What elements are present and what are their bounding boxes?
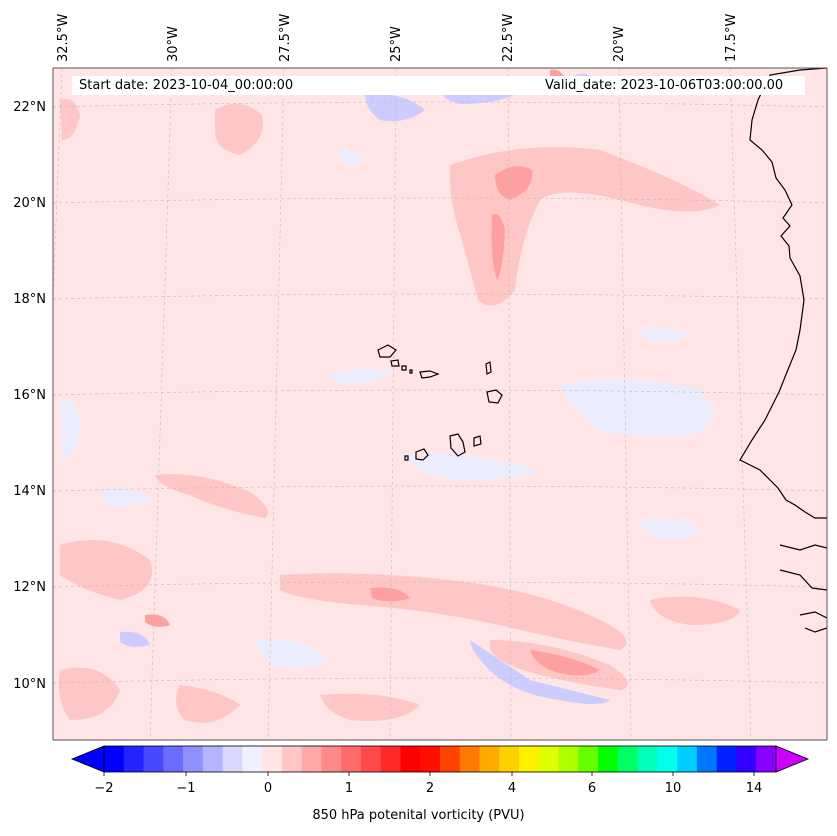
colorbar-tick-label: 0	[264, 781, 272, 796]
colorbar-swatch	[222, 746, 243, 772]
colorbar-swatch	[281, 746, 303, 772]
colorbar-swatch	[163, 746, 184, 772]
colorbar-swatch	[519, 746, 540, 772]
colorbar-swatch	[756, 746, 777, 772]
colorbar-swatch	[321, 746, 342, 772]
colorbar-swatch	[202, 746, 224, 772]
pv-field	[53, 68, 827, 740]
colorbar-tick-label: 2	[426, 781, 434, 796]
colorbar-tick-label: 6	[588, 781, 596, 796]
colorbar-ticks: −2 −1 0 1 2 4 6 10 14	[94, 772, 762, 796]
lon-label: 25°W	[389, 26, 404, 62]
coastline	[739, 68, 827, 633]
lon-label: 27.5°W	[278, 14, 293, 62]
colorbar-swatch	[696, 746, 718, 772]
valid-date-label: Valid_date: 2023-10-06T03:00:00.00	[540, 76, 805, 95]
colorbar-swatch	[538, 746, 560, 772]
colorbar-swatch	[183, 746, 204, 772]
colorbar-swatch	[440, 746, 461, 772]
colorbar	[70, 745, 810, 773]
colorbar-swatch	[677, 746, 698, 772]
colorbar-swatch	[716, 746, 737, 772]
lat-label: 10°N	[13, 677, 46, 692]
lat-label: 20°N	[13, 196, 46, 211]
start-date-label: Start date: 2023-10-04_00:00:00	[72, 76, 549, 95]
lat-label: 14°N	[13, 484, 46, 499]
lon-label: 32.5°W	[56, 14, 71, 62]
graticule-lines	[53, 68, 827, 740]
colorbar-title: 850 hPa potenital vorticity (PVU)	[312, 808, 525, 823]
colorbar-swatch	[736, 746, 757, 772]
map-frame	[52, 67, 828, 741]
colorbar-swatch	[499, 746, 520, 772]
negative-pv-regions	[60, 149, 713, 667]
colorbar-tick-label: −2	[94, 781, 113, 796]
positive-pv-regions	[58, 99, 740, 723]
lat-label: 12°N	[13, 580, 46, 595]
colorbar-swatch	[123, 746, 145, 772]
colorbar-swatch	[479, 746, 500, 772]
colorbar-swatch	[400, 746, 421, 772]
colorbar-tick-label: 10	[665, 781, 682, 796]
colorbar-tick-label: −1	[176, 781, 195, 796]
colorbar-extend-high	[775, 745, 810, 773]
colorbar-swatch	[341, 746, 362, 772]
colorbar-swatch	[637, 746, 658, 772]
cape-verde-islands	[377, 344, 503, 461]
colorbar-tick-label: 4	[508, 781, 516, 796]
map-background	[53, 68, 827, 740]
lat-label: 18°N	[13, 292, 46, 307]
colorbar-swatch	[262, 746, 283, 772]
colorbar-extend-low	[70, 745, 105, 773]
colorbar-swatch	[617, 746, 639, 772]
latitude-labels: 22°N 20°N 18°N 16°N 14°N 12°N 10°N	[13, 100, 46, 692]
colorbar-tick-label: 14	[746, 781, 763, 796]
lat-label: 22°N	[13, 100, 46, 115]
lon-label: 22.5°W	[501, 14, 516, 62]
colorbar-swatch	[657, 746, 678, 772]
colorbar-swatch	[558, 746, 579, 772]
colorbar-swatch	[598, 746, 619, 772]
colorbar-swatch	[578, 746, 599, 772]
lon-label: 30°W	[166, 26, 181, 62]
lat-label: 16°N	[13, 388, 46, 403]
colorbar-swatch	[380, 746, 401, 772]
lon-label: 20°W	[612, 26, 627, 62]
lon-label: 17.5°W	[724, 14, 739, 62]
colorbar-outline	[103, 745, 777, 773]
colorbar-swatch	[459, 746, 481, 772]
colorbar-swatch	[242, 746, 263, 772]
longitude-labels: 32.5°W 30°W 27.5°W 25°W 22.5°W 20°W 17.5…	[56, 14, 739, 62]
colorbar-swatch	[360, 746, 382, 772]
colorbar-swatch	[420, 746, 441, 772]
colorbar-swatch	[104, 746, 125, 772]
colorbar-swatch	[143, 746, 164, 772]
colorbar-tick-label: 1	[345, 781, 353, 796]
colorbar-swatch	[301, 746, 322, 772]
